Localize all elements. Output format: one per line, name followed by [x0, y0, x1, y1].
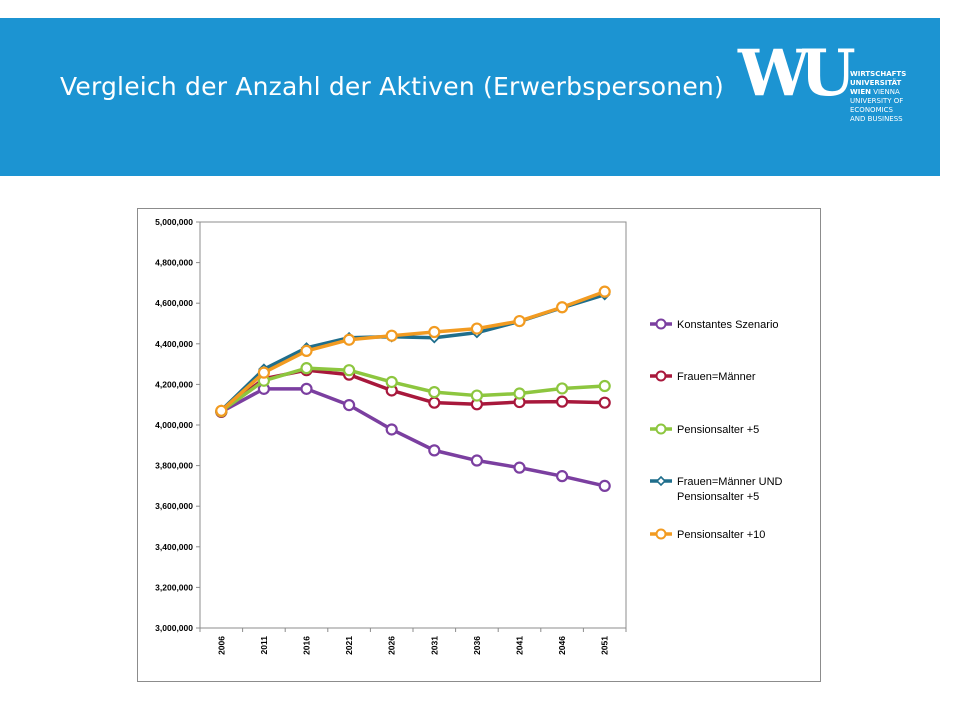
data-point-1 [428, 396, 441, 409]
x-tick-label: 2026 [387, 636, 397, 655]
series-line-2 [220, 366, 605, 413]
x-tick-label: 2011 [259, 636, 269, 655]
data-point-4 [215, 404, 228, 417]
y-tick-label: 5,000,000 [155, 217, 193, 227]
plot-area [199, 221, 627, 629]
x-tick-label: 2016 [302, 636, 312, 655]
legend-swatch-marker [655, 423, 667, 435]
data-point-0 [598, 479, 611, 492]
wu-logo-mark: WU [738, 36, 856, 111]
data-point-2 [300, 362, 313, 375]
y-tick-label: 3,600,000 [155, 501, 193, 511]
legend-swatch-marker [655, 528, 667, 540]
y-tick-label: 4,400,000 [155, 339, 193, 349]
legend-swatch-marker [655, 370, 667, 382]
data-point-1 [598, 396, 611, 409]
line-chart: 3,000,000 3,200,000 3,400,000 3,600,000 3,80… [155, 217, 783, 655]
x-tick-label: 2046 [557, 636, 567, 655]
chart-frame [137, 208, 821, 682]
series-line-4 [220, 289, 606, 413]
logo-line: VIENNA [873, 88, 900, 96]
data-point-4 [257, 366, 271, 379]
y-tick-label: 3,400,000 [155, 542, 193, 552]
logo-line: WIRTSCHAFTS [850, 70, 907, 78]
legend-label: Konstantes Szenario [677, 319, 779, 331]
y-tick-label: 3,000,000 [155, 623, 193, 633]
data-point-0 [385, 423, 398, 436]
series-line-0 [220, 387, 606, 488]
logo-line-wien: WIEN VIENNA [850, 88, 906, 97]
data-point-2 [343, 364, 356, 377]
data-point-0 [470, 454, 483, 467]
x-tick-label: 2021 [344, 636, 354, 655]
legend-label: Pensionsalter +10 [677, 529, 765, 541]
data-point-0 [513, 461, 526, 474]
data-point-0 [300, 382, 313, 395]
wu-logo-text: WIRTSCHAFTS UNIVERSITÄT WIEN VIENNA UNIV… [850, 70, 906, 124]
legend-label: Frauen=Männer [677, 371, 756, 383]
legend-label: Pensionsalter +5 [677, 491, 759, 503]
data-point-4 [470, 322, 483, 335]
logo-line: UNIVERSITY OF [850, 97, 904, 105]
data-point-4 [556, 301, 569, 314]
legend-swatch-marker [655, 318, 667, 330]
data-point-1 [556, 395, 569, 408]
data-point-4 [343, 333, 356, 346]
data-point-2 [513, 387, 526, 400]
x-tick-label: 2051 [600, 636, 610, 655]
logo-line: UNIVERSITÄT [850, 79, 902, 87]
y-tick-label: 4,800,000 [155, 258, 193, 268]
data-point-4 [385, 329, 398, 342]
legend-label: Pensionsalter +5 [677, 424, 759, 436]
y-tick-label: 4,600,000 [155, 298, 193, 308]
data-point-2 [428, 386, 441, 399]
data-point-4 [300, 344, 313, 358]
data-point-0 [428, 444, 441, 457]
data-point-4 [428, 325, 441, 339]
slide-title: Vergleich der Anzahl der Aktiven (Erwerb… [60, 72, 724, 101]
legend-label: Frauen=Männer UND [677, 476, 783, 488]
y-tick-label: 3,200,000 [155, 582, 193, 592]
data-point-4 [598, 285, 611, 298]
y-tick-label: 4,000,000 [155, 420, 193, 430]
data-point-2 [470, 389, 483, 402]
logo-line: ECONOMICS [850, 106, 894, 114]
y-tick-label: 3,800,000 [155, 461, 193, 471]
y-tick-label: 4,200,000 [155, 379, 193, 389]
logo-line: WIEN [850, 88, 871, 96]
legend-swatch-marker [655, 475, 667, 487]
data-point-2 [385, 375, 398, 389]
data-point-2 [598, 379, 611, 393]
data-point-0 [343, 399, 356, 412]
data-point-0 [556, 470, 569, 483]
x-tick-label: 2041 [515, 636, 525, 655]
x-tick-label: 2036 [472, 636, 482, 655]
data-point-4 [513, 314, 526, 328]
header-band [0, 18, 940, 176]
x-tick-label: 2031 [429, 636, 439, 655]
logo-line: AND BUSINESS [850, 115, 903, 123]
x-tick-label: 2006 [216, 636, 226, 655]
data-point-2 [556, 382, 569, 395]
